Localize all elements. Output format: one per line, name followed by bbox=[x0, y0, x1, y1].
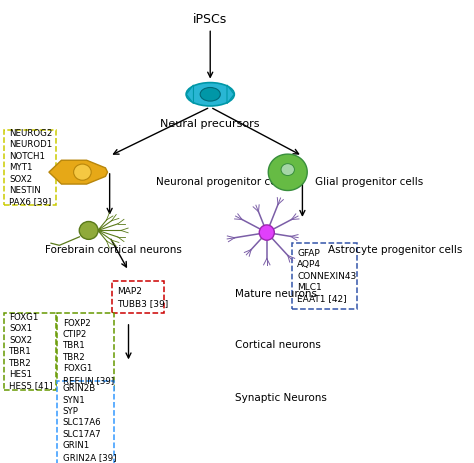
Text: Astrocyte progenitor cells: Astrocyte progenitor cells bbox=[328, 244, 462, 255]
Ellipse shape bbox=[281, 163, 294, 175]
FancyBboxPatch shape bbox=[4, 131, 56, 205]
Ellipse shape bbox=[186, 82, 234, 106]
Polygon shape bbox=[227, 85, 234, 104]
Text: NEUROG2
NEUROD1
NOTCH1
MYT1
SOX2
NESTIN
PAX6 [39]: NEUROG2 NEUROD1 NOTCH1 MYT1 SOX2 NESTIN … bbox=[9, 129, 53, 206]
Text: iPSCs: iPSCs bbox=[193, 13, 228, 26]
FancyBboxPatch shape bbox=[57, 382, 114, 463]
Text: Neuronal progenitor cells: Neuronal progenitor cells bbox=[156, 176, 288, 187]
Circle shape bbox=[259, 225, 274, 240]
Text: GRIN2B
SYN1
SYP
SLC17A6
SLC17A7
GRIN1
GRIN2A [39]: GRIN2B SYN1 SYP SLC17A6 SLC17A7 GRIN1 GR… bbox=[63, 384, 116, 462]
FancyBboxPatch shape bbox=[4, 313, 56, 390]
FancyBboxPatch shape bbox=[292, 243, 357, 309]
Text: GFAP
AQP4
CONNEXIN43
MLC1
EAAT1 [42]: GFAP AQP4 CONNEXIN43 MLC1 EAAT1 [42] bbox=[297, 249, 356, 304]
Polygon shape bbox=[49, 160, 108, 184]
Text: Neural precursors: Neural precursors bbox=[161, 119, 260, 129]
Text: Glial progenitor cells: Glial progenitor cells bbox=[315, 176, 423, 187]
Text: FOXP2
CTIP2
TBR1
TBR2
FOXG1
REELIN [39]: FOXP2 CTIP2 TBR1 TBR2 FOXG1 REELIN [39] bbox=[63, 319, 114, 385]
Ellipse shape bbox=[79, 221, 98, 239]
Ellipse shape bbox=[200, 88, 220, 101]
FancyBboxPatch shape bbox=[57, 313, 114, 390]
Ellipse shape bbox=[73, 164, 91, 180]
Polygon shape bbox=[186, 85, 193, 104]
Text: FOXG1
SOX1
SOX2
TBR1
TBR2
HES1
HES5 [41]: FOXG1 SOX1 SOX2 TBR1 TBR2 HES1 HES5 [41] bbox=[9, 313, 53, 390]
Text: Synaptic Neurons: Synaptic Neurons bbox=[236, 394, 327, 403]
Polygon shape bbox=[268, 154, 307, 190]
FancyBboxPatch shape bbox=[112, 282, 164, 313]
Text: Forebrain cortical neurons: Forebrain cortical neurons bbox=[46, 244, 182, 255]
Text: MAP2
TUBB3 [39]: MAP2 TUBB3 [39] bbox=[117, 287, 168, 307]
Text: Cortical neurons: Cortical neurons bbox=[236, 340, 321, 350]
Text: Mature neurons: Mature neurons bbox=[236, 289, 318, 299]
